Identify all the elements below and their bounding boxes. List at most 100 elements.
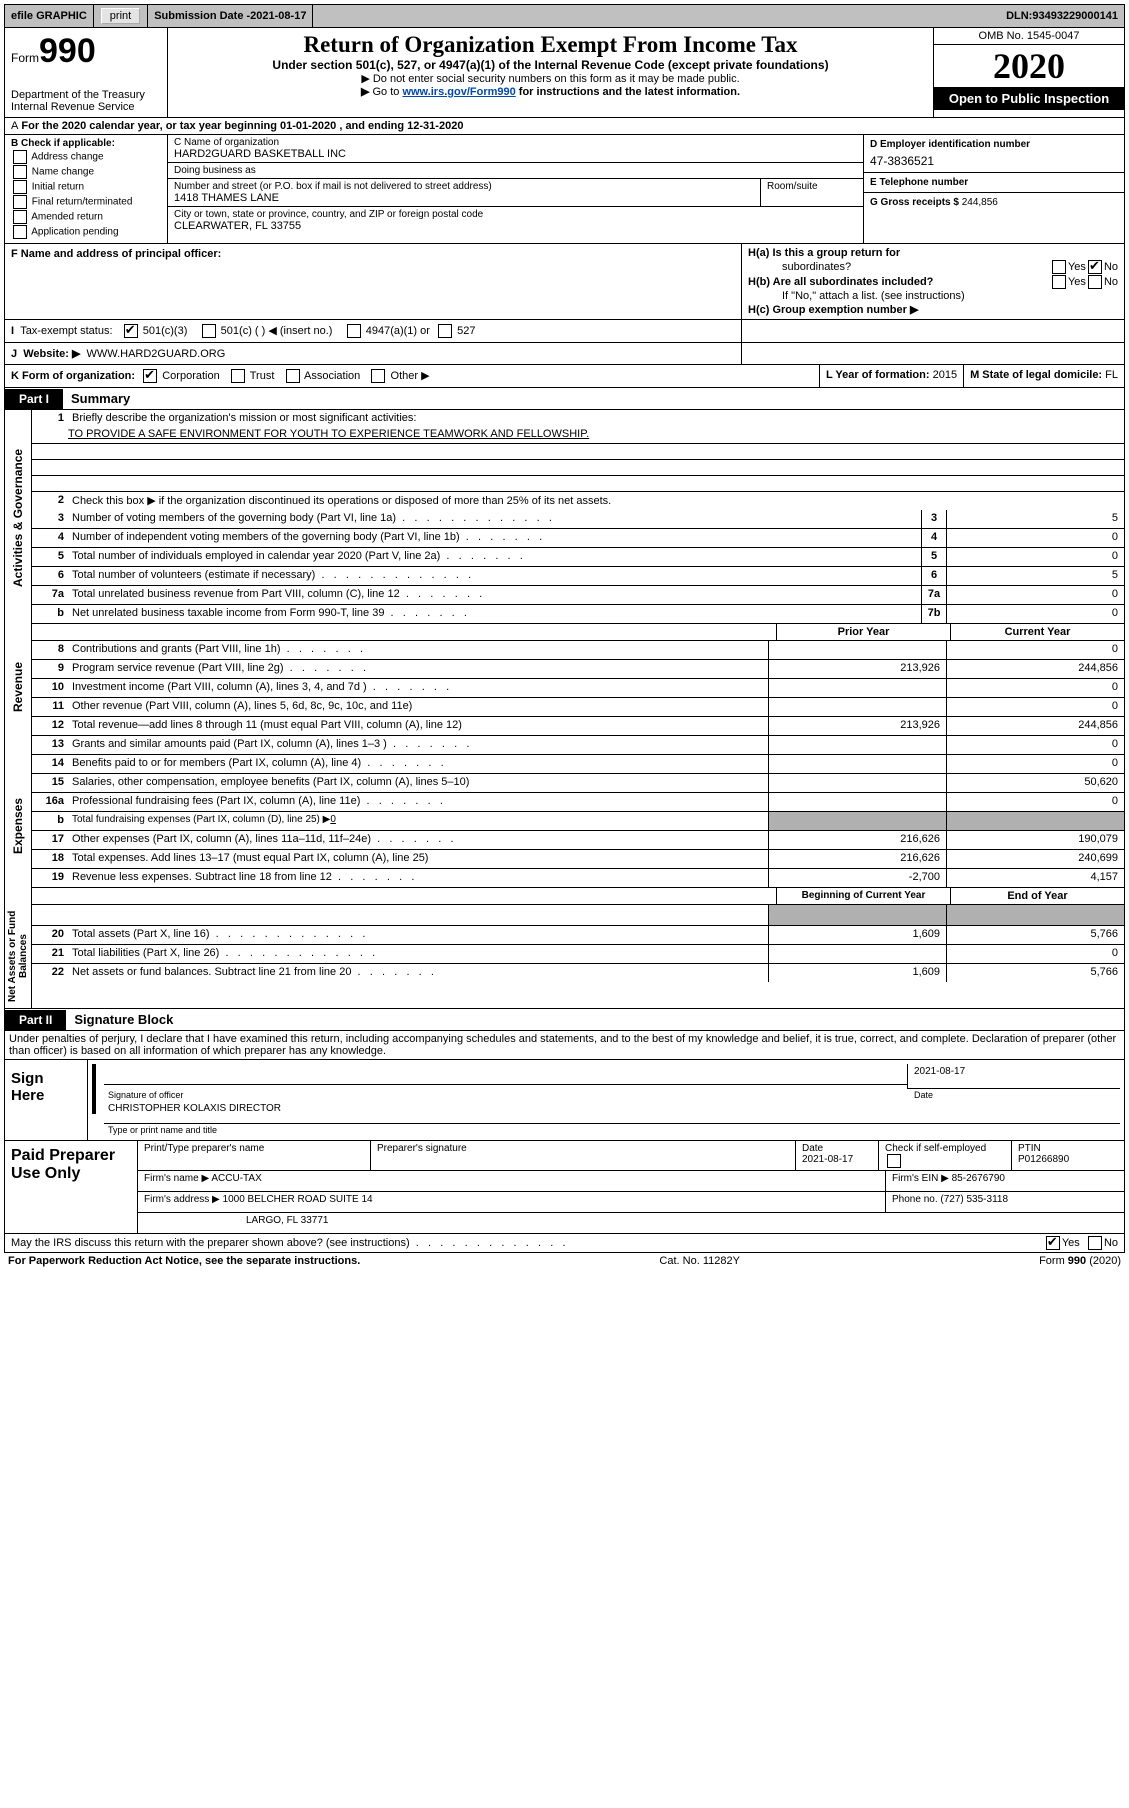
print-button[interactable]: print [101, 8, 140, 24]
line-20: 20Total assets (Part X, line 16)1,6095,7… [32, 926, 1124, 945]
street-row: Number and street (or P.O. box if mail i… [168, 179, 863, 207]
prep-row-1: Print/Type preparer's name Preparer's si… [138, 1141, 1124, 1171]
line-2: 2Check this box ▶ if the organization di… [32, 492, 1124, 510]
h-a-yes[interactable] [1052, 260, 1066, 274]
efile-label: efile GRAPHIC [5, 5, 94, 27]
check-trust[interactable] [231, 369, 245, 383]
paid-preparer-block: Paid Preparer Use Only Print/Type prepar… [4, 1141, 1125, 1234]
year-block: OMB No. 1545-0047 2020 Open to Public In… [933, 28, 1124, 117]
dba-row: Doing business as [168, 163, 863, 179]
part-1-title: Summary [63, 388, 138, 409]
check-address-change[interactable]: Address change [11, 150, 161, 164]
subtitle-1: Under section 501(c), 527, or 4947(a)(1)… [176, 58, 925, 72]
net-spacer [32, 905, 1124, 926]
dln: DLN: 93493229000141 [1000, 5, 1124, 27]
check-association[interactable] [286, 369, 300, 383]
h-b-note: If "No," attach a list. (see instruction… [748, 290, 1118, 302]
line-1: 1Briefly describe the organization's mis… [32, 410, 1124, 428]
line-9: 9Program service revenue (Part VIII, lin… [32, 660, 1124, 679]
subtitle-2: Do not enter social security numbers on … [176, 72, 925, 85]
revenue-header: Prior YearCurrent Year [32, 624, 1124, 641]
h-b-no[interactable] [1088, 275, 1102, 289]
dept-treasury: Department of the Treasury [11, 89, 161, 101]
check-final-return[interactable]: Final return/terminated [11, 195, 161, 209]
subtitle-3: ▶ Go to www.irs.gov/Form990 for instruct… [176, 85, 925, 98]
section-f: F Name and address of principal officer: [5, 244, 742, 319]
line-17: 17Other expenses (Part IX, column (A), l… [32, 831, 1124, 850]
section-d-e-g: D Employer identification number 47-3836… [863, 135, 1124, 243]
line-19: 19Revenue less expenses. Subtract line 1… [32, 869, 1124, 888]
sign-here-label: Sign Here [5, 1060, 88, 1140]
perjury-statement: Under penalties of perjury, I declare th… [4, 1031, 1125, 1060]
submission-date: Submission Date - 2021-08-17 [148, 5, 313, 27]
line-4: 4Number of independent voting members of… [32, 529, 1124, 548]
check-self-employed[interactable] [887, 1154, 901, 1168]
vtab-governance: Activities & Governance [5, 410, 32, 626]
part-2-title: Signature Block [66, 1009, 181, 1030]
line-7b: bNet unrelated business taxable income f… [32, 605, 1124, 624]
check-corporation[interactable] [143, 369, 157, 383]
gross-receipts-row: G Gross receipts $ 244,856 [864, 193, 1124, 243]
vtab-expenses: Expenses [5, 747, 32, 905]
part-1-tab: Part I [5, 389, 63, 409]
line-16a: 16aProfessional fundraising fees (Part I… [32, 793, 1124, 812]
title-block: Return of Organization Exempt From Incom… [168, 28, 933, 117]
line-7a: 7aTotal unrelated business revenue from … [32, 586, 1124, 605]
sig-bar-icon [92, 1064, 96, 1114]
section-h: H(a) Is this a group return for subordin… [742, 244, 1124, 319]
print-button-wrap: print [94, 5, 148, 27]
irs-label: Internal Revenue Service [11, 101, 161, 113]
top-command-bar: efile GRAPHIC print Submission Date - 20… [4, 4, 1125, 28]
form990-link[interactable]: www.irs.gov/Form990 [402, 86, 515, 98]
ein-value: 47-3836521 [870, 154, 1118, 168]
line-6: 6Total number of volunteers (estimate if… [32, 567, 1124, 586]
ein-row: D Employer identification number 47-3836… [864, 135, 1124, 173]
vertical-tabs: Activities & Governance Revenue Expenses… [5, 410, 32, 1008]
form-number: Form990 [11, 32, 161, 71]
tax-year: 2020 [934, 45, 1124, 87]
check-amended[interactable]: Amended return [11, 210, 161, 224]
line-16b: bTotal fundraising expenses (Part IX, co… [32, 812, 1124, 831]
check-application-pending[interactable]: Application pending [11, 225, 161, 239]
check-name-change[interactable]: Name change [11, 165, 161, 179]
vtab-net-assets: Net Assets or Fund Balances [5, 905, 32, 1008]
open-inspection: Open to Public Inspection [934, 87, 1124, 110]
summary-table: Activities & Governance Revenue Expenses… [4, 410, 1125, 1009]
form-id-block: Form990 Department of the Treasury Inter… [5, 28, 168, 117]
section-j-row: J Website: ▶ WWW.HARD2GUARD.ORG [4, 343, 1125, 365]
part-1-header: Part I Summary [4, 388, 1125, 410]
check-other[interactable] [371, 369, 385, 383]
summary-body: 1Briefly describe the organization's mis… [32, 410, 1124, 1008]
section-l: L Year of formation: 2015 [819, 365, 963, 387]
line-14: 14Benefits paid to or for members (Part … [32, 755, 1124, 774]
h-b-yes[interactable] [1052, 275, 1066, 289]
discuss-yes[interactable] [1046, 1236, 1060, 1250]
omb-number: OMB No. 1545-0047 [934, 28, 1124, 45]
discuss-no[interactable] [1088, 1236, 1102, 1250]
prep-row-addr: Firm's address ▶ 1000 BELCHER ROAD SUITE… [138, 1192, 1124, 1213]
check-501c3[interactable] [124, 324, 138, 338]
footer-paperwork: For Paperwork Reduction Act Notice, see … [8, 1255, 360, 1267]
check-501c[interactable] [202, 324, 216, 338]
vtab-revenue: Revenue [5, 626, 32, 747]
net-header: Beginning of Current YearEnd of Year [32, 888, 1124, 905]
prep-row-firm: Firm's name ▶ ACCU-TAX Firm's EIN ▶ 85-2… [138, 1171, 1124, 1192]
check-527[interactable] [438, 324, 452, 338]
check-4947[interactable] [347, 324, 361, 338]
line-5: 5Total number of individuals employed in… [32, 548, 1124, 567]
line-21: 21Total liabilities (Part X, line 26)0 [32, 945, 1124, 964]
h-a-no[interactable] [1088, 260, 1102, 274]
check-initial-return[interactable]: Initial return [11, 180, 161, 194]
sign-here-block: Sign Here 2021-08-17 Signature of office… [4, 1060, 1125, 1141]
line-a-tax-year: A For the 2020 calendar year, or tax yea… [4, 118, 1125, 135]
sig-date: 2021-08-17 [907, 1064, 1120, 1089]
footer-form: Form 990 (2020) [1039, 1255, 1121, 1267]
section-k-l-m-row: K Form of organization: Corporation Trus… [4, 365, 1125, 388]
paid-preparer-label: Paid Preparer Use Only [5, 1141, 138, 1233]
form-title: Return of Organization Exempt From Incom… [176, 32, 925, 58]
line-3: 3Number of voting members of the governi… [32, 510, 1124, 529]
footer-row: For Paperwork Reduction Act Notice, see … [4, 1253, 1125, 1269]
section-m: M State of legal domicile: FL [963, 365, 1124, 387]
mission-text: TO PROVIDE A SAFE ENVIRONMENT FOR YOUTH … [32, 428, 1124, 444]
city-row: City or town, state or province, country… [168, 207, 863, 234]
